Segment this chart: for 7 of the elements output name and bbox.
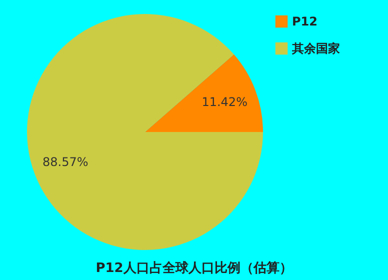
text: P12人口占全球人口比例（估算） (96, 260, 292, 276)
pie-slice (145, 54, 263, 132)
data-label: 11.42% (202, 95, 248, 110)
pie-slice (27, 14, 263, 250)
data-label: 88.57% (42, 154, 88, 169)
legend-label: 其余国家 (291, 42, 340, 56)
legend-label: P12 (292, 14, 318, 28)
